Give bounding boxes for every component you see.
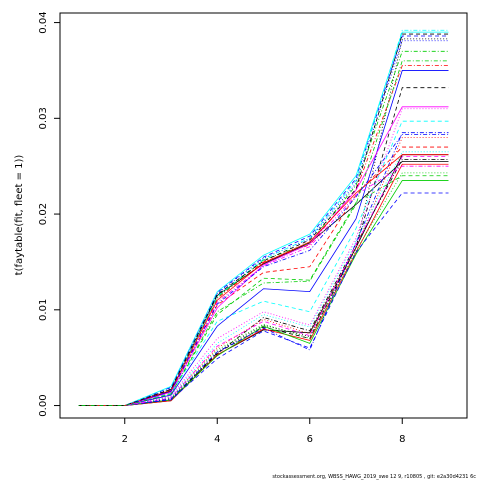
series-line-23 [78,106,449,406]
series-line-13 [78,172,449,406]
series-line-17 [78,132,449,406]
x-tick-label: 4 [214,434,220,445]
series-line-29 [78,134,449,406]
y-tick-label: 0.00 [38,394,49,416]
series-line-15 [78,35,449,406]
series-line-10 [78,180,449,406]
footer-note: stockassessment.org, WBSS_HAWG_2019_swe … [272,474,476,480]
series-layer [78,29,449,406]
series-line-19 [78,31,449,406]
x-tick-label: 2 [122,434,128,445]
series-line-11 [78,175,449,406]
plot-frame [59,12,468,419]
y-tick-label: 0.01 [38,299,49,321]
y-tick-label: 0.02 [38,203,49,225]
x-tick-label: 8 [399,434,405,445]
series-line-27 [78,154,449,406]
series-line-14 [78,70,449,406]
series-line-4 [78,159,449,406]
series-line-18 [78,192,449,406]
series-line-28 [78,33,449,406]
y-axis: 0.00 0.01 0.02 0.03 0.04 [38,11,60,417]
series-line-12 [78,50,449,406]
series-line-20 [78,120,449,406]
series-line-26 [78,165,449,406]
y-tick-label: 0.03 [38,107,49,129]
series-line-25 [78,108,449,406]
series-line-2 [78,87,449,406]
y-axis-label: t(faytable(fit, fleet = 1)) [14,155,25,276]
series-line-8 [78,65,449,406]
x-axis: 2 4 6 8 [122,418,405,445]
y-tick-label: 0.04 [38,11,49,33]
x-tick-label: 6 [307,434,313,445]
